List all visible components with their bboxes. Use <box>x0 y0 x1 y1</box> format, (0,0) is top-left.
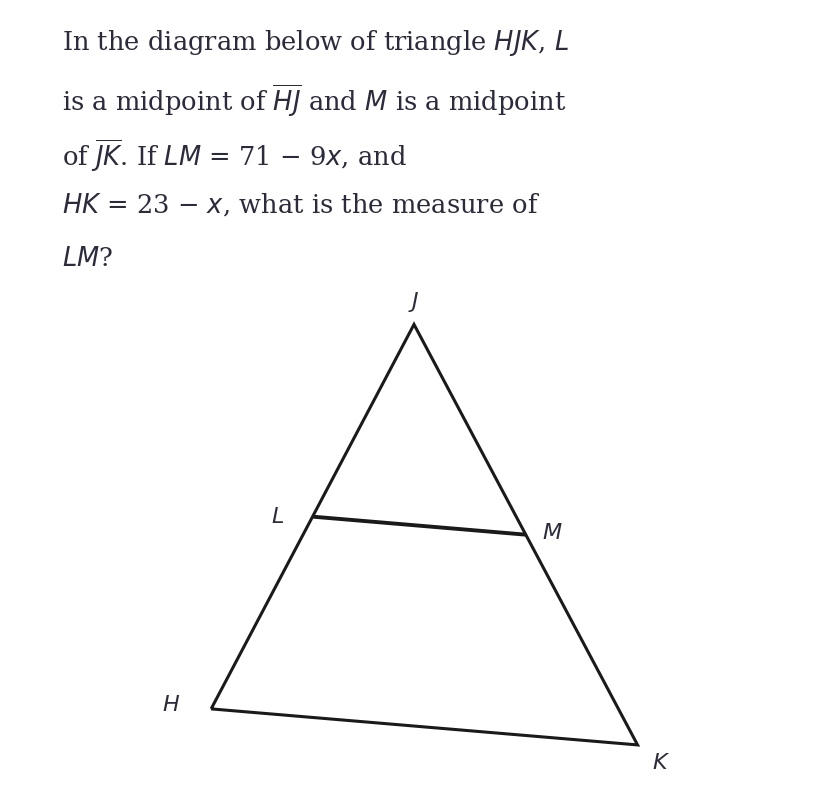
Text: $\mathit{M}$: $\mathit{M}$ <box>542 522 562 544</box>
Text: $\mathit{HK}$ = 23 − $\mathit{x}$, what is the measure of: $\mathit{HK}$ = 23 − $\mathit{x}$, what … <box>62 191 539 219</box>
Text: $\mathit{J}$: $\mathit{J}$ <box>408 290 419 314</box>
Text: $\mathit{K}$: $\mathit{K}$ <box>651 751 669 774</box>
Text: In the diagram below of triangle $\mathit{HJK}$, $\mathit{L}$: In the diagram below of triangle $\mathi… <box>62 28 568 58</box>
Text: of $\overline{\mathit{JK}}$. If $\mathit{LM}$ = 71 − 9$\mathit{x}$, and: of $\overline{\mathit{JK}}$. If $\mathit… <box>62 137 406 174</box>
Text: $\mathit{LM}$?: $\mathit{LM}$? <box>62 246 113 271</box>
Text: is a midpoint of $\overline{\mathit{HJ}}$ and $\mathit{M}$ is a midpoint: is a midpoint of $\overline{\mathit{HJ}}… <box>62 83 566 119</box>
Text: $\mathit{H}$: $\mathit{H}$ <box>162 694 180 716</box>
Text: $\mathit{L}$: $\mathit{L}$ <box>271 505 284 528</box>
